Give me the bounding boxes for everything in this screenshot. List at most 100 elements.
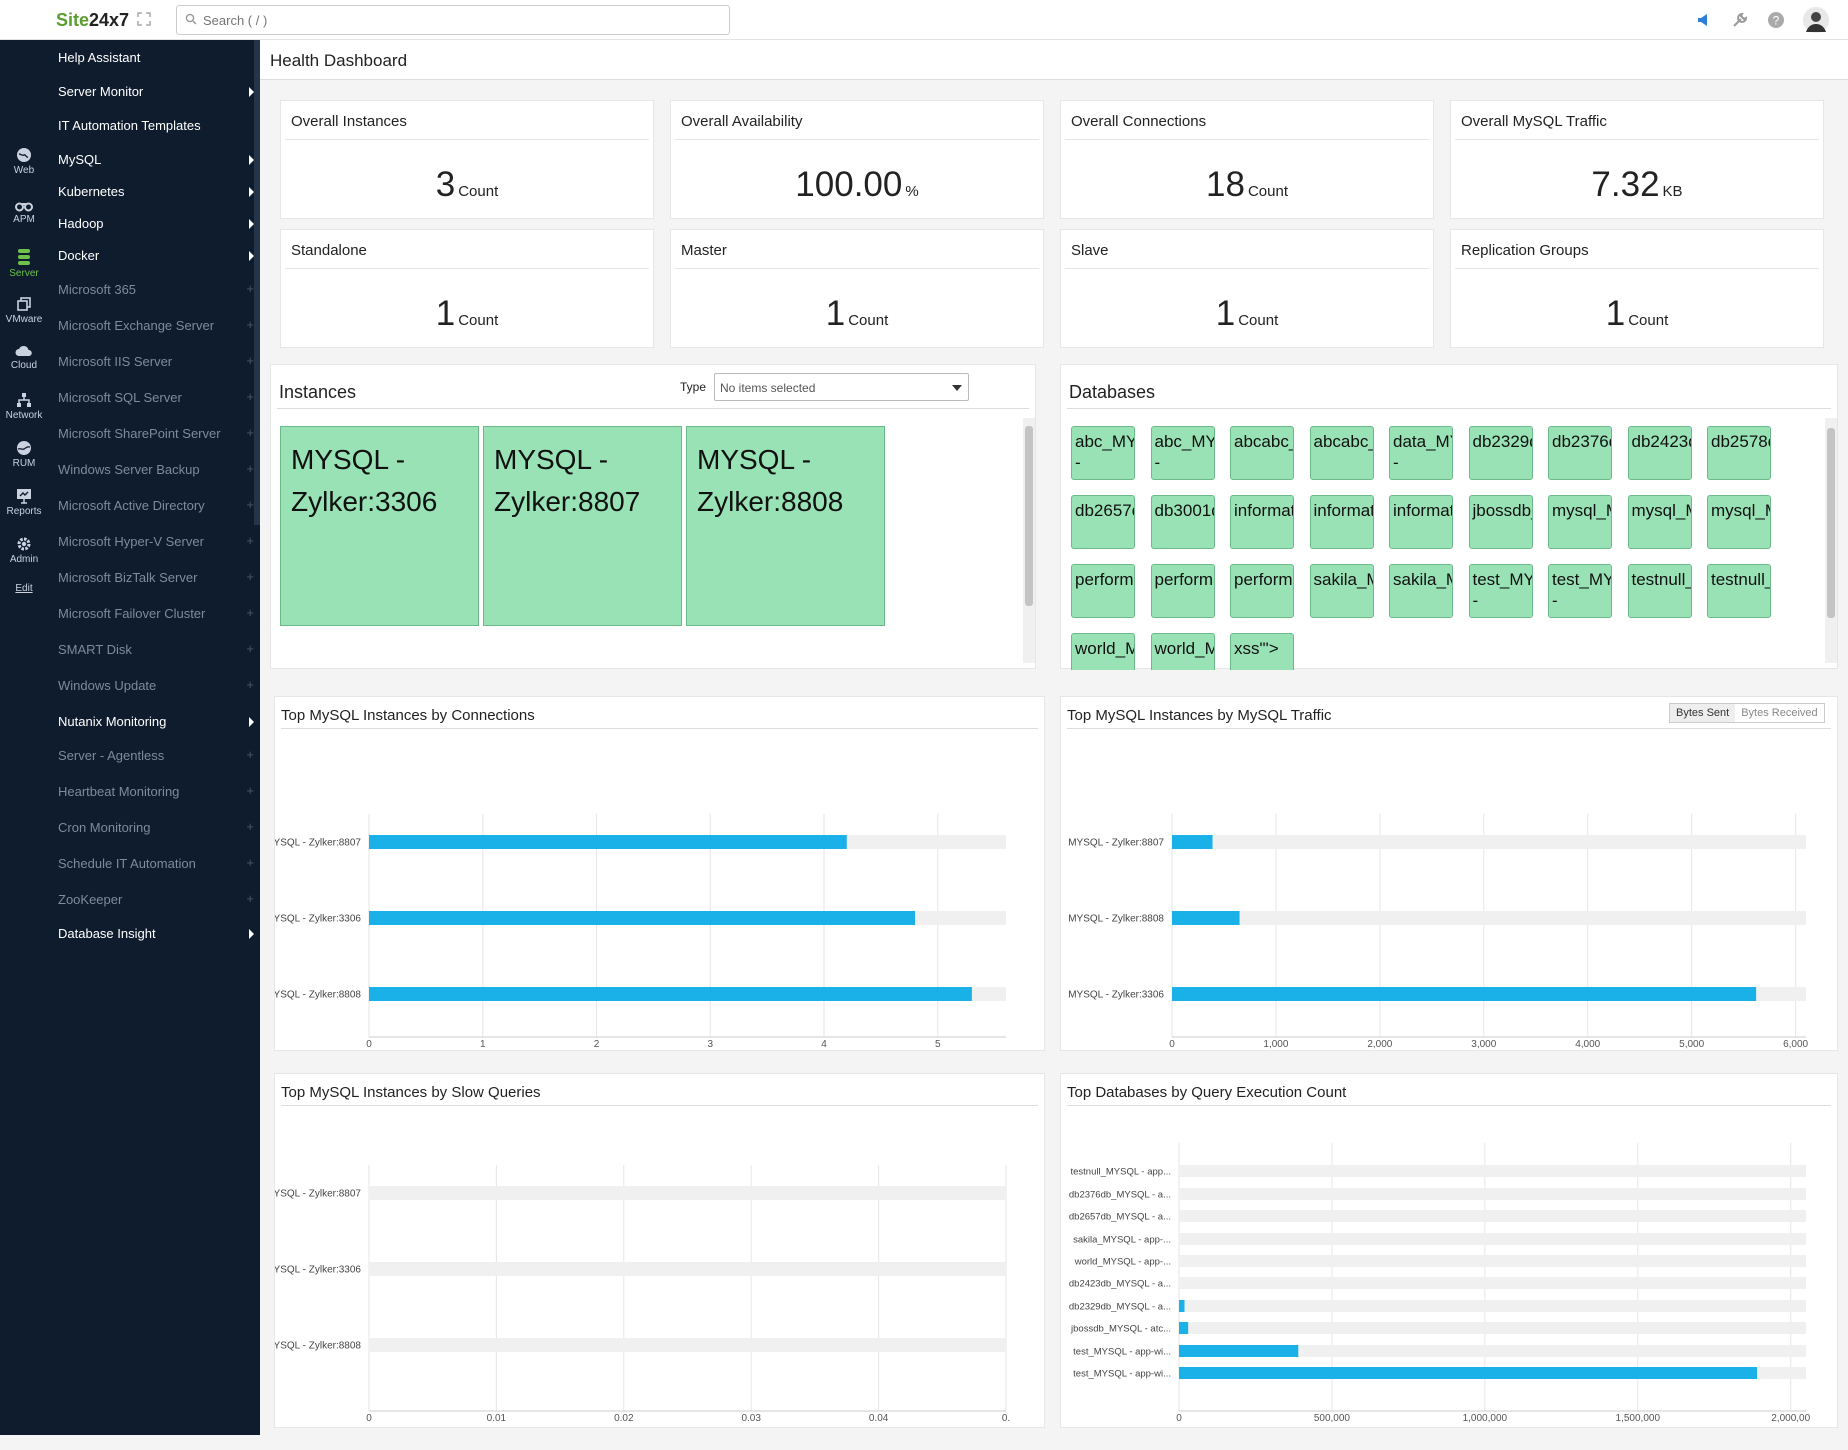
bar[interactable] [1172,987,1757,1001]
menu-item-windows-server-backup[interactable]: Windows Server Backup + [58,461,254,477]
menu-item-server-agentless[interactable]: Server - Agentless + [58,747,254,763]
bar[interactable] [369,835,847,849]
database-tile[interactable]: db2376db_MYSQL [1548,426,1612,480]
rail-cloud[interactable]: Cloud [0,344,48,371]
rail-server[interactable]: Server [0,248,48,279]
database-tile[interactable]: test_MYSQL - [1548,564,1612,618]
search-bar[interactable] [176,5,730,35]
rail-vmware[interactable]: VMware [0,296,48,325]
database-tile[interactable]: abcabc_MYSQL [1309,426,1374,480]
rail-reports[interactable]: Reports [0,488,48,517]
menu-item-cron-monitoring[interactable]: Cron Monitoring + [58,819,254,835]
database-tile[interactable]: performance_schema [1150,564,1215,618]
search-input[interactable] [203,9,703,31]
menu-item-kubernetes[interactable]: Kubernetes [58,184,254,199]
menu-item-microsoft-365[interactable]: Microsoft 365 + [58,281,254,297]
database-tile[interactable]: db3001db_MYSQL [1150,495,1215,549]
menu-scrollbar[interactable] [254,40,260,525]
type-select[interactable]: No items selected [714,373,969,401]
database-tile[interactable]: sakila_MYSQL [1389,564,1453,618]
bar[interactable] [1179,1345,1299,1357]
announcement-icon[interactable] [1694,10,1714,30]
rail-apm[interactable]: APM [0,198,48,225]
chart-panel: Top MySQL Instances by MySQL Traffic Byte… [1060,696,1838,1051]
rail-web[interactable]: Web [0,147,48,176]
instances-scrollbar[interactable] [1023,418,1035,663]
menu-item-hadoop[interactable]: Hadoop [58,216,254,231]
instance-tile[interactable]: MYSQL - Zylker:3306 [280,426,479,626]
database-tile[interactable]: db2329db_MYSQL [1468,426,1533,480]
site24x7-logo[interactable]: Site24x7 [56,10,130,30]
bytes-received-button[interactable]: Bytes Received [1741,707,1818,719]
menu-item-microsoft-active-directory[interactable]: Microsoft Active Directory + [58,497,254,513]
database-tile[interactable]: abc_MYSQL - [1150,426,1215,480]
database-tile[interactable]: mysql_MYSQL [1627,495,1692,549]
database-tile[interactable]: sakila_MYSQL [1309,564,1374,618]
search-icon [185,13,197,25]
menu-item-schedule-it-automation[interactable]: Schedule IT Automation + [58,855,254,871]
menu-item-server-monitor[interactable]: Server Monitor [58,84,254,99]
rail-rum[interactable]: RUM [0,440,48,469]
bar-track [1179,1300,1806,1312]
database-tile[interactable]: testnull_MYSQL [1627,564,1692,618]
menu-item-docker[interactable]: Docker [58,248,254,263]
help-icon[interactable]: ? [1766,10,1786,30]
menu-item-smart-disk[interactable]: SMART Disk + [58,641,254,657]
database-tile[interactable]: jbossdb_MYSQL [1468,495,1533,549]
database-tile[interactable]: test_MYSQL - [1468,564,1533,618]
menu-item-microsoft-biztalk-server[interactable]: Microsoft BizTalk Server + [58,569,254,585]
menu-item-mysql[interactable]: MySQL [58,152,254,167]
instance-tile[interactable]: MYSQL - Zylker:8807 [483,426,682,626]
avatar[interactable] [1802,6,1830,34]
chart-svg: 0 1 2 3 4 5 MYSQL - Zylker:8807 MYSQL - Zylker:… [275,814,1006,1050]
menu-item-microsoft-hyper-v-server[interactable]: Microsoft Hyper-V Server + [58,533,254,549]
menu-item-it-automation-templates[interactable]: IT Automation Templates [58,118,201,133]
database-tile[interactable]: mysql_MYSQL [1548,495,1612,549]
bar[interactable] [369,987,972,1001]
menu-item-zookeeper[interactable]: ZooKeeper + [58,891,254,907]
bar[interactable] [1179,1322,1189,1334]
database-tile[interactable]: world_MYSQL [1071,633,1135,670]
traffic-toggle[interactable]: Bytes Sent Bytes Received [1669,703,1825,723]
menu-item-microsoft-sql-server[interactable]: Microsoft SQL Server + [58,389,254,405]
database-tile[interactable]: data_MYSQL - [1389,426,1453,480]
bar[interactable] [1172,835,1213,849]
database-tile[interactable]: testnull_MYSQL [1707,564,1771,618]
rail-admin[interactable]: Admin [0,536,48,565]
wrench-icon[interactable] [1730,10,1750,30]
menu-item-microsoft-sharepoint-server[interactable]: Microsoft SharePoint Server + [58,425,254,441]
bytes-sent-button[interactable]: Bytes Sent [1670,704,1736,722]
instance-tile[interactable]: MYSQL - Zylker:8808 [686,426,885,626]
menu-item-microsoft-exchange-server[interactable]: Microsoft Exchange Server + [58,317,254,333]
database-tile[interactable]: db2423db_MYSQL [1627,426,1692,480]
database-tile[interactable]: abc_MYSQL - [1071,426,1135,480]
bar[interactable] [1179,1300,1185,1312]
bar[interactable] [1172,911,1240,925]
bar[interactable] [1179,1367,1758,1379]
menu-item-microsoft-iis-server[interactable]: Microsoft IIS Server + [58,353,254,369]
expand-icon[interactable] [136,11,152,27]
rail-network[interactable]: Network [0,392,48,421]
menu-item-windows-update[interactable]: Windows Update + [58,677,254,693]
database-tile[interactable]: world_MYSQL [1150,633,1215,670]
rail-edit[interactable]: Edit [15,583,33,594]
database-tile[interactable]: abcabc_MYSQL [1230,426,1294,480]
kpi-value: 1 [435,294,456,333]
database-tile[interactable]: xss"'> [1230,633,1294,670]
database-tile[interactable]: information_schema [1389,495,1453,549]
menu-item-nutanix-monitoring[interactable]: Nutanix Monitoring [58,714,254,729]
menu-item-microsoft-failover-cluster[interactable]: Microsoft Failover Cluster + [58,605,254,621]
menu-item-database-insight[interactable]: Database Insight [58,926,254,941]
menu-item-help-assistant[interactable]: Help Assistant [58,50,141,65]
database-tile[interactable]: performance_schema [1071,564,1135,618]
menu-item-heartbeat-monitoring[interactable]: Heartbeat Monitoring + [58,783,254,799]
database-tile[interactable]: performance_schema [1230,564,1294,618]
database-tile[interactable]: mysql_MYSQL [1707,495,1771,549]
y-category-label: MYSQL - Zylker:8808 [275,1341,361,1352]
database-tile[interactable]: db2578db_MYSQL [1707,426,1771,480]
database-tile[interactable]: information_schema [1309,495,1374,549]
bar[interactable] [369,911,915,925]
database-tile[interactable]: information_schema [1230,495,1294,549]
database-tile[interactable]: db2657db_MYSQL [1071,495,1135,549]
databases-scrollbar[interactable] [1825,418,1837,663]
